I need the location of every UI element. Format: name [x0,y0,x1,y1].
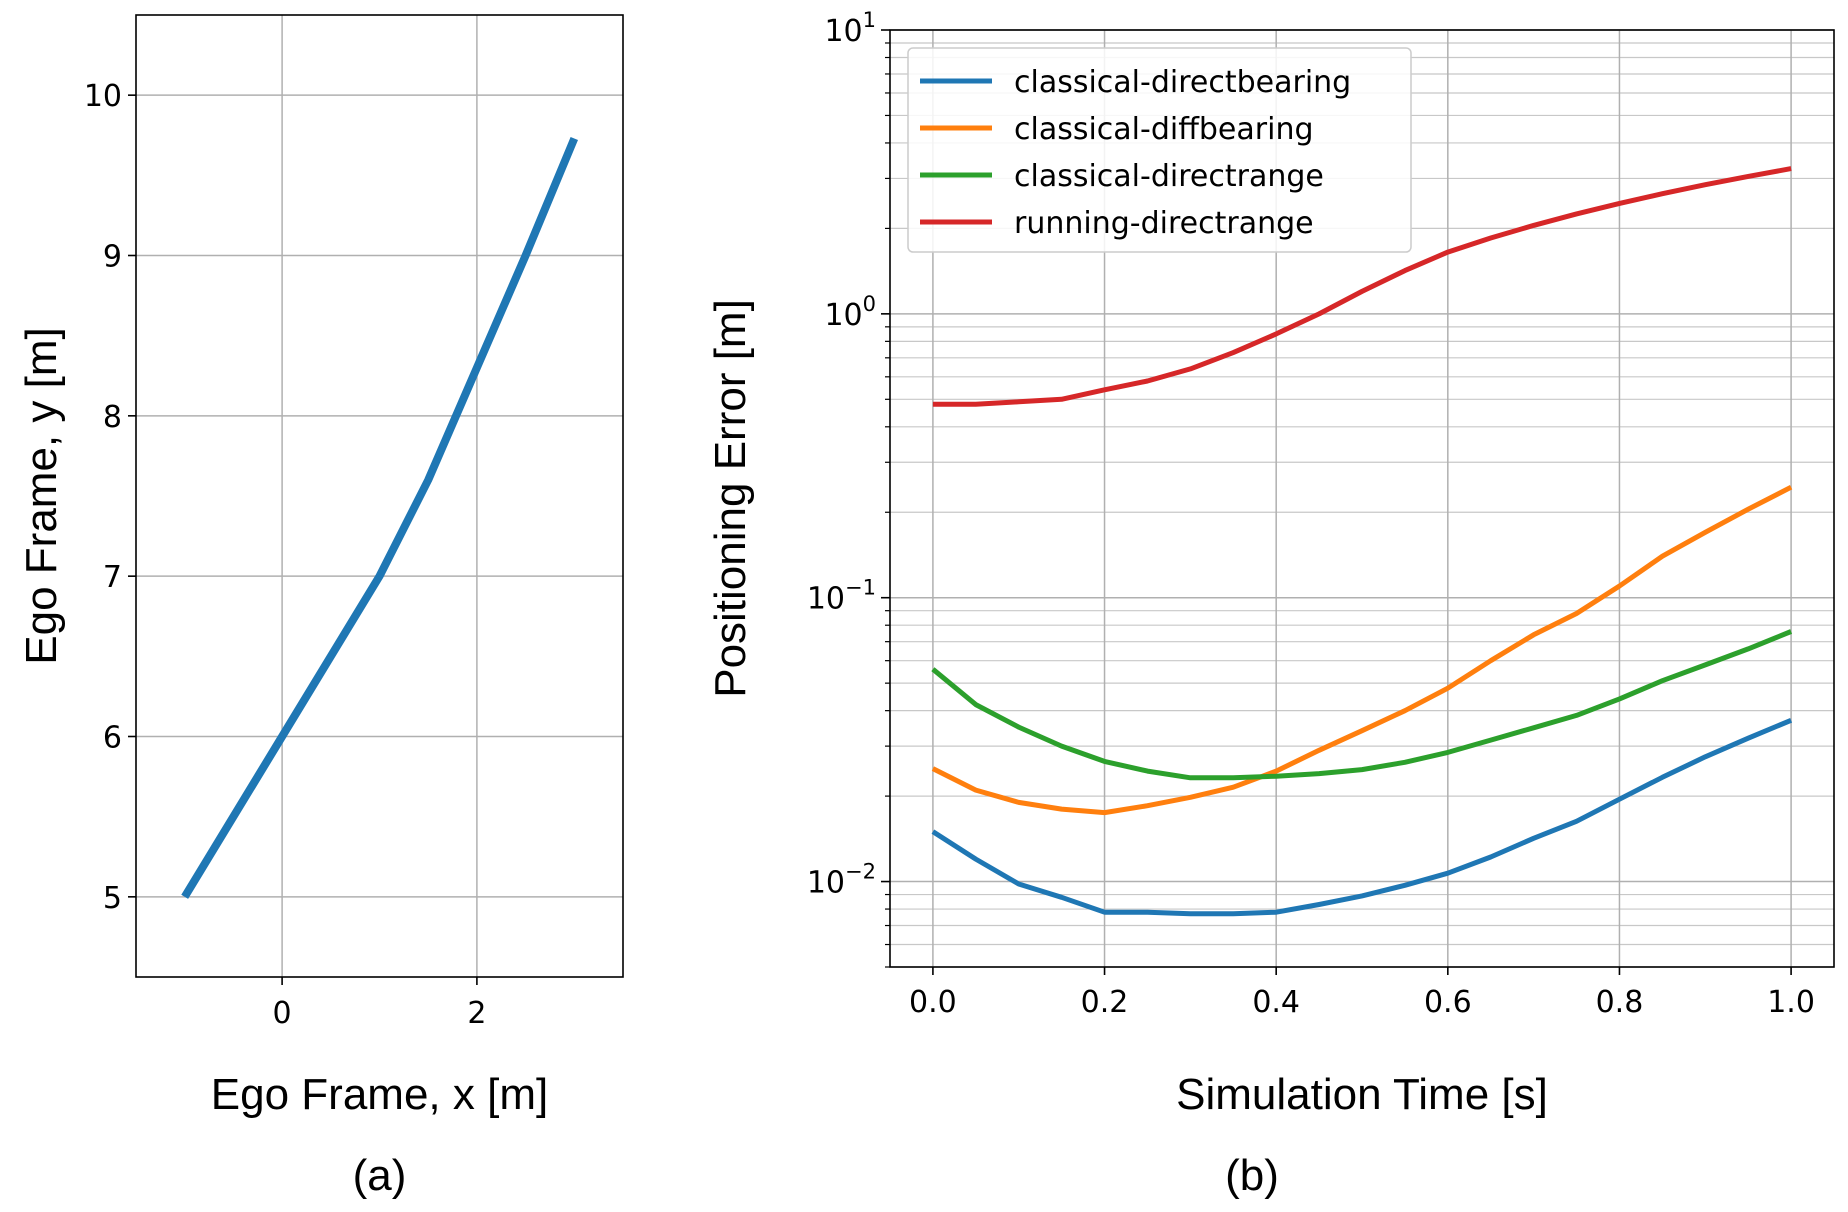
panel-b-x-axis-label: Simulation Time [s] [1176,1070,1548,1119]
legend-box [907,47,1412,253]
panel-a-trajectory-line [181,136,578,899]
legend-entry-label: running-directrange [1014,206,1314,241]
panel-a-x-tick-label: 2 [467,996,486,1031]
series-line-running-directrange [932,166,1792,407]
panel-a-y-tick-label: 8 [103,400,122,435]
legend-entry-label: classical-directbearing [1014,65,1351,100]
panel-b-label: (b) [1225,1151,1279,1200]
panel-b-y-tick-label: 10−2 [807,860,876,901]
panel-a-y-axis-label: Ego Frame, y [m] [17,327,66,664]
panel-a-y-tick-label: 6 [103,721,122,756]
panel-b-series [931,166,1793,917]
panel-a-y-tick-label: 5 [103,881,122,916]
panel-b-axes-frame [889,29,1835,968]
panel-b-x-tick-label: 0.0 [909,985,957,1020]
panel-b-ticks: 0.0 0.2 0.4 0.6 0.8 1.0 10−2 10−1 100 101 [807,8,1815,1020]
legend-entry-label: classical-directrange [1014,159,1324,194]
panel-b-y-tick-label: 100 [824,292,876,333]
panel-a-trajectory-plot: 0 2 5 6 7 8 9 10 Ego Frame, x [m] Ego Frame, y … [17,14,624,1200]
series-line-classical-directbearing [931,717,1793,917]
panel-a-y-tick-label: 10 [84,79,122,114]
panel-b-legend: classical-directbearing classical-diffbea… [907,47,1412,253]
panel-b-y-axis-label: Positioning Error [m] [706,299,755,698]
series-line-classical-diffbearing [931,484,1793,816]
panel-a-axes-frame [135,14,624,978]
panel-b-y-tick-label: 10−1 [807,576,876,617]
panel-a-y-tick-label: 7 [103,560,122,595]
panel-a-series [181,136,578,899]
series-line-classical-directrange [931,629,1793,781]
panel-b-y-tick-label: 101 [824,8,876,49]
panel-a-x-tick-label: 0 [273,996,292,1031]
panel-b-x-tick-label: 0.2 [1081,985,1129,1020]
panel-a-grid [136,15,623,977]
legend-entry-label: classical-diffbearing [1014,112,1314,147]
panel-a-y-tick-label: 9 [103,240,122,275]
panel-b-x-tick-label: 0.8 [1596,985,1644,1020]
panel-b-x-tick-label: 0.6 [1424,985,1472,1020]
panel-a-label: (a) [353,1151,407,1200]
panel-a-x-axis-label: Ego Frame, x [m] [211,1070,548,1119]
panel-b-x-tick-label: 0.4 [1252,985,1300,1020]
panel-a-ticks: 0 2 5 6 7 8 9 10 [84,79,487,1031]
panel-b-error-plot: 0.0 0.2 0.4 0.6 0.8 1.0 10−2 10−1 100 101 classic… [706,8,1835,1200]
panel-b-x-tick-label: 1.0 [1767,985,1815,1020]
